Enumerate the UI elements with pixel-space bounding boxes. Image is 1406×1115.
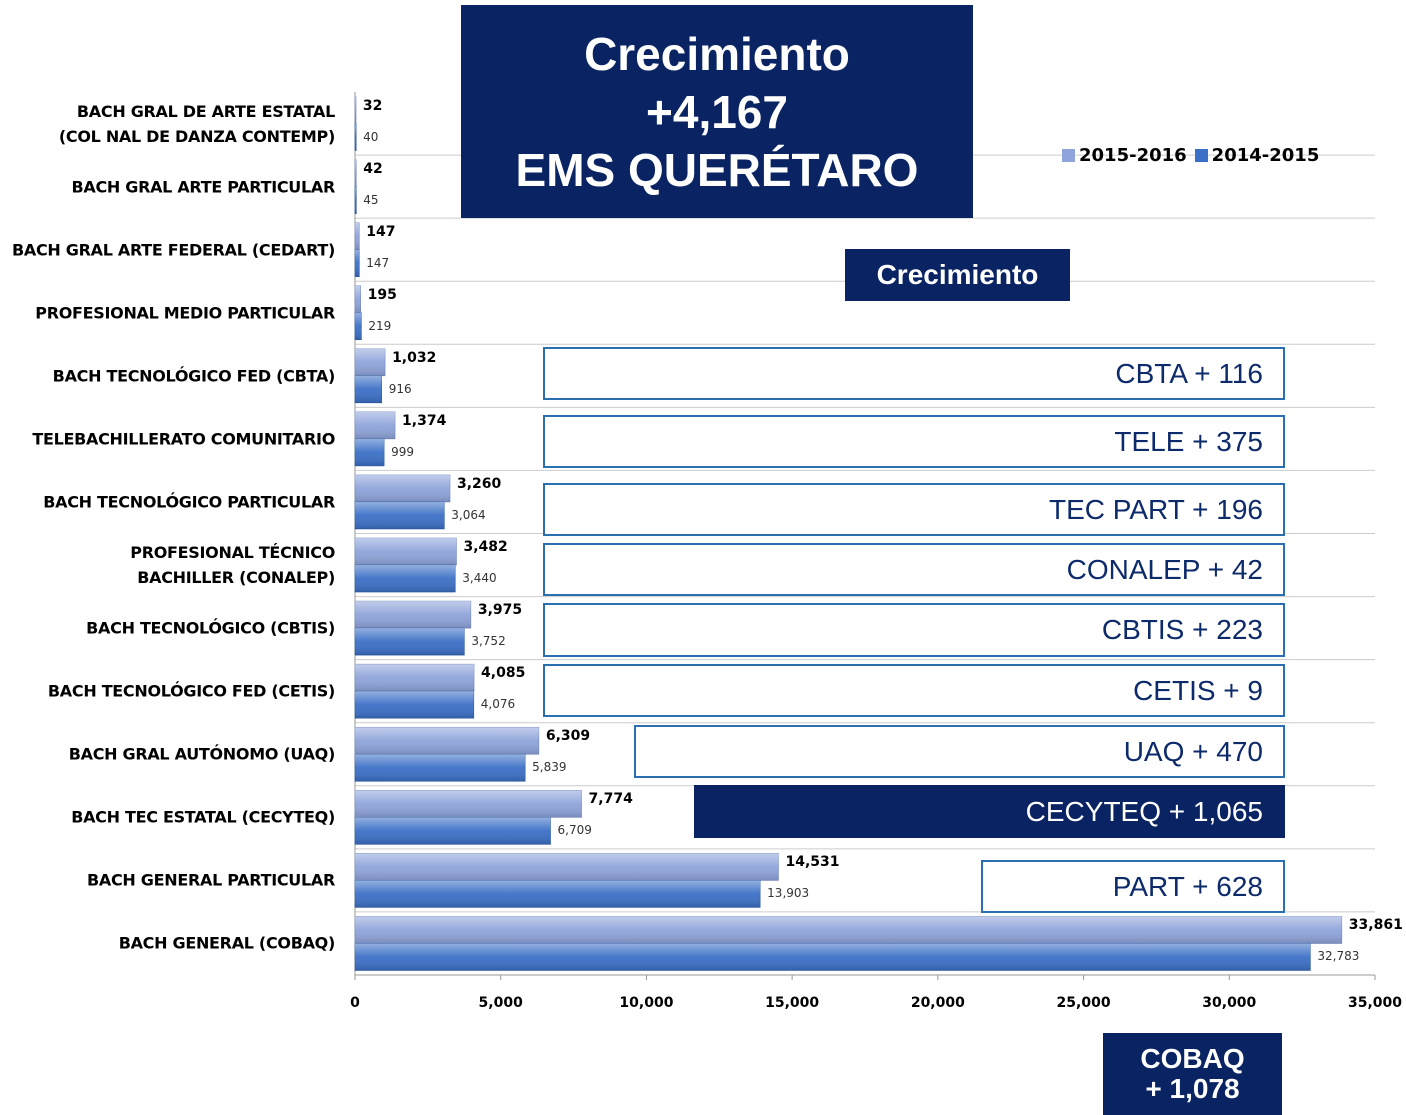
bar-shine xyxy=(355,348,386,376)
legend-swatch xyxy=(1194,149,1208,162)
bar-shine xyxy=(355,285,361,313)
bar-shine xyxy=(355,664,475,692)
annotation-box: COBAQ + 1,078 xyxy=(1103,1033,1282,1115)
x-tick-label: 35,000 xyxy=(1347,995,1403,1011)
value-label: 6,309 xyxy=(545,728,591,745)
annotation-box: CECYTEQ + 1,065 xyxy=(694,785,1285,838)
category-label: TELEBACHILLERATO COMUNITARIO xyxy=(32,429,335,449)
bar-shine xyxy=(355,538,457,566)
annotation-box: CONALEP + 42 xyxy=(543,543,1285,596)
annotation-box: PART + 628 xyxy=(981,860,1285,913)
bar-shine xyxy=(355,438,385,466)
bar-shine xyxy=(355,601,471,629)
value-label: 3,064 xyxy=(451,507,486,522)
bar-shine xyxy=(355,754,526,782)
value-label: 45 xyxy=(363,192,379,207)
value-label: 32,783 xyxy=(1317,949,1360,964)
x-tick-label: 25,000 xyxy=(1056,995,1111,1011)
legend-label: 2015-2016 xyxy=(1079,145,1187,166)
bar-shine xyxy=(355,312,362,340)
value-label: 147 xyxy=(366,223,396,240)
annotation-box: TELE + 375 xyxy=(543,415,1285,468)
value-label: 219 xyxy=(368,318,392,333)
x-tick-label: 15,000 xyxy=(765,995,820,1011)
category-label: PROFESIONAL MEDIO PARTICULAR xyxy=(35,303,335,323)
legend: 2015-2016 2014-2015 xyxy=(1062,145,1319,166)
value-label: 13,903 xyxy=(767,886,810,901)
category-label: BACH TECNOLÓGICO FED (CETIS) xyxy=(47,681,335,701)
category-label: BACH GENERAL (COBAQ) xyxy=(118,933,336,953)
legend-label: 2014-2015 xyxy=(1211,145,1320,166)
bar-shine xyxy=(355,565,456,593)
bar-shine xyxy=(355,943,1311,971)
bar-shine xyxy=(355,853,779,881)
category-label: BACH TECNOLÓGICO (CBTIS) xyxy=(86,618,335,638)
bar-shine xyxy=(355,727,539,755)
category-label: BACH GRAL DE ARTE ESTATAL (COL NAL DE DA… xyxy=(58,101,335,146)
x-tick-label: 30,000 xyxy=(1202,995,1257,1011)
bar-shine xyxy=(355,123,357,151)
subtitle: Crecimiento xyxy=(845,249,1070,301)
annotation-box: CBTA + 116 xyxy=(543,347,1285,400)
value-label: 195 xyxy=(367,286,397,303)
x-tick-label: 0 xyxy=(350,995,360,1011)
bar-shine xyxy=(355,96,356,124)
bar-shine xyxy=(355,790,582,818)
value-label: 1,374 xyxy=(402,412,447,429)
value-label: 3,440 xyxy=(462,571,497,586)
bar-shine xyxy=(355,375,382,403)
value-label: 5,839 xyxy=(532,760,567,775)
value-label: 42 xyxy=(363,160,383,177)
bar-shine xyxy=(355,628,465,656)
value-label: 32 xyxy=(362,97,383,114)
value-label: 3,482 xyxy=(463,539,508,556)
x-tick-label: 5,000 xyxy=(478,995,523,1011)
value-label: 4,085 xyxy=(481,665,526,682)
category-label: PROFESIONAL TÉCNICO BACHILLER (CONALEP) xyxy=(130,543,335,588)
category-label: BACH GRAL ARTE PARTICULAR xyxy=(71,177,335,197)
annotation-box: TEC PART + 196 xyxy=(543,483,1285,536)
value-label: 6,709 xyxy=(557,823,592,838)
bar-shine xyxy=(355,501,445,529)
annotation-box: CBTIS + 223 xyxy=(543,603,1285,657)
bar-shine xyxy=(355,474,451,502)
value-label: 4,076 xyxy=(480,697,516,712)
bar-shine xyxy=(355,159,357,187)
value-label: 147 xyxy=(366,255,390,270)
value-label: 14,531 xyxy=(785,854,840,871)
x-tick-label: 20,000 xyxy=(910,995,965,1011)
bar-shine xyxy=(355,916,1342,944)
category-label: BACH GRAL ARTE FEDERAL (CEDART) xyxy=(12,240,335,260)
value-label: 916 xyxy=(388,381,412,396)
annotation-box: CETIS + 9 xyxy=(543,664,1285,717)
bar-shine xyxy=(355,222,360,250)
category-label: BACH TECNOLÓGICO FED (CBTA) xyxy=(52,366,336,386)
value-label: 1,032 xyxy=(392,349,437,366)
bar-shine xyxy=(355,880,761,908)
category-label: BACH TEC ESTATAL (CECYTEQ) xyxy=(71,807,335,827)
x-tick-label: 10,000 xyxy=(619,995,674,1011)
category-label: BACH GENERAL PARTICULAR xyxy=(87,870,335,890)
value-label: 7,774 xyxy=(588,791,633,808)
value-label: 999 xyxy=(391,444,415,459)
value-label: 3,752 xyxy=(471,634,506,649)
legend-swatch xyxy=(1062,149,1075,162)
value-label: 33,861 xyxy=(1348,917,1403,934)
annotation-box: UAQ + 470 xyxy=(634,725,1285,778)
bar-shine xyxy=(355,186,357,214)
value-label: 3,975 xyxy=(477,602,523,619)
chart-title: Crecimiento +4,167 EMS QUERÉTARO xyxy=(461,5,973,218)
category-label: BACH GRAL AUTÓNOMO (UAQ) xyxy=(68,744,336,764)
bar-shine xyxy=(355,817,551,845)
category-label: BACH TECNOLÓGICO PARTICULAR xyxy=(43,492,335,512)
value-label: 40 xyxy=(363,129,379,144)
bar-shine xyxy=(355,411,396,439)
value-label: 3,260 xyxy=(457,475,502,492)
bar-shine xyxy=(355,249,360,277)
bar-shine xyxy=(355,691,474,719)
